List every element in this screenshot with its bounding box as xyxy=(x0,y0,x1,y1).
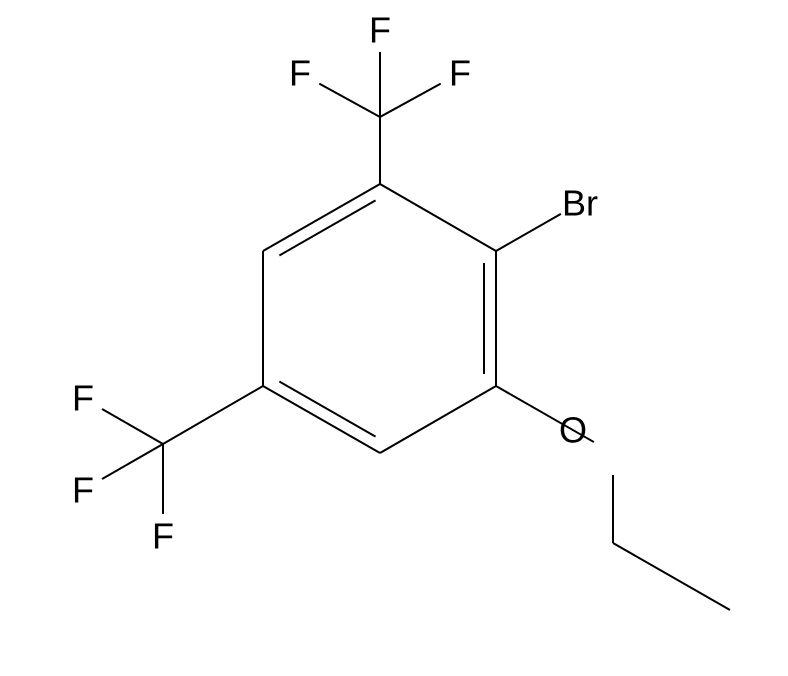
atom-label-f: F xyxy=(152,516,174,557)
atom-label-f: F xyxy=(369,10,391,51)
atom-label-f: F xyxy=(72,470,94,511)
atom-label-f: F xyxy=(289,53,311,94)
atom-label-f: F xyxy=(72,378,94,419)
molecule-diagram: F F F Br O F F F xyxy=(0,0,788,676)
atom-label-f: F xyxy=(449,53,471,94)
atom-label-br: Br xyxy=(562,183,598,224)
atom-label-o: O xyxy=(559,410,587,451)
